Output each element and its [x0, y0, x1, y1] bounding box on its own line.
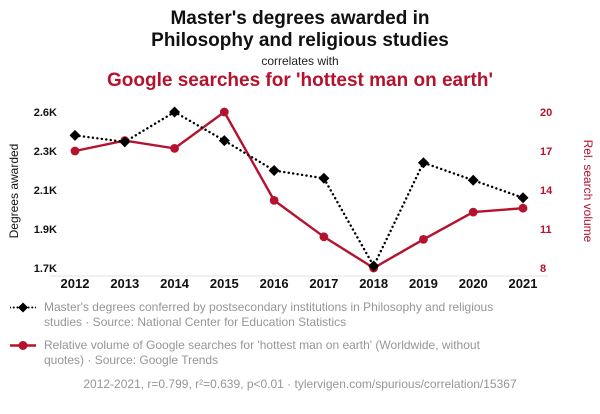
- chart-title-line-2: Philosophy and religious studies: [151, 30, 449, 51]
- data-point-marker: [69, 129, 81, 141]
- data-point-marker: [268, 165, 280, 176]
- solid-line-circle-icon: [10, 338, 36, 356]
- chart-legend: Master's degrees conferred by postsecond…: [9, 300, 585, 376]
- right-axis-tick: 11: [540, 224, 552, 236]
- data-point-marker: [170, 144, 179, 153]
- x-axis-year-label: 2021: [509, 276, 538, 291]
- legend-entry-degrees: Master's degrees conferred by postsecond…: [9, 300, 585, 330]
- right-axis-label: Rel. search volume: [581, 139, 595, 243]
- citation-footer: 2012-2021, r=0.799, r²=0.639, p<0.01 · t…: [83, 377, 517, 391]
- data-point-marker: [219, 107, 229, 117]
- x-axis-year-label: 2012: [61, 276, 90, 291]
- data-point-marker: [417, 157, 429, 169]
- x-axis-year-label: 2013: [110, 276, 139, 291]
- left-axis-label: Degrees awarded: [7, 143, 21, 239]
- legend-text-searches: Relative volume of Google searches for '…: [44, 338, 480, 367]
- data-point-marker: [468, 207, 478, 217]
- series-degrees: [69, 106, 529, 272]
- data-point-marker: [318, 172, 330, 184]
- x-axis-year-label: 2020: [459, 276, 488, 291]
- left-axis-tick: 1.9K: [34, 224, 57, 236]
- left-axis-tick: 2.1K: [34, 185, 57, 197]
- data-point-marker: [368, 260, 380, 272]
- chart-title-line-1: Master's degrees awarded in: [170, 8, 430, 29]
- x-axis-year-label: 2016: [260, 276, 289, 291]
- data-point-marker: [518, 203, 528, 213]
- right-axis-tick: 14: [540, 185, 553, 197]
- left-axis-tick: 2.3K: [34, 146, 57, 158]
- left-axis-tick: 2.6K: [34, 107, 57, 119]
- data-point-marker: [269, 196, 279, 205]
- data-point-marker: [169, 106, 181, 118]
- x-axis-year-label: 2018: [359, 276, 388, 291]
- legend-text-degrees: Master's degrees conferred by postsecond…: [44, 300, 494, 329]
- dotted-line-diamond-icon: [9, 300, 37, 318]
- data-point-marker: [70, 146, 80, 156]
- right-axis-tick: 8: [540, 263, 546, 275]
- x-axis-year-label: 2019: [409, 276, 438, 291]
- data-point-marker: [419, 235, 428, 244]
- right-axis-tick: 20: [540, 107, 552, 119]
- data-point-marker: [119, 136, 131, 148]
- x-axis-year-label: 2017: [309, 276, 338, 291]
- chart-title: Master's degrees awarded in Philosophy a…: [0, 8, 600, 52]
- x-axis-year-label: 2014: [160, 276, 190, 291]
- correlates-with-label: correlates with: [261, 54, 339, 68]
- data-point-marker: [218, 135, 230, 147]
- data-point-marker: [319, 232, 329, 242]
- data-point-marker: [517, 192, 529, 204]
- left-axis-tick: 1.7K: [34, 263, 57, 275]
- right-axis-tick: 17: [540, 146, 552, 158]
- secondary-title: Google searches for 'hottest man on eart…: [107, 70, 493, 91]
- legend-entry-searches: Relative volume of Google searches for '…: [10, 338, 585, 368]
- data-point-marker: [467, 174, 479, 186]
- x-axis-year-label: 2015: [210, 276, 239, 291]
